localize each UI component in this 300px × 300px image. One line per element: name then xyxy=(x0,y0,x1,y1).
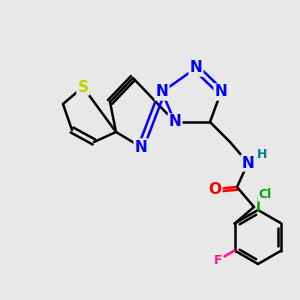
Text: S: S xyxy=(77,80,88,94)
Text: O: O xyxy=(208,182,221,196)
Text: N: N xyxy=(214,85,227,100)
Text: Cl: Cl xyxy=(258,188,272,200)
Text: N: N xyxy=(156,85,168,100)
Text: N: N xyxy=(135,140,147,154)
Text: F: F xyxy=(214,254,223,267)
Text: H: H xyxy=(257,148,267,161)
Text: N: N xyxy=(242,155,254,170)
Text: N: N xyxy=(169,115,182,130)
Text: N: N xyxy=(190,61,202,76)
